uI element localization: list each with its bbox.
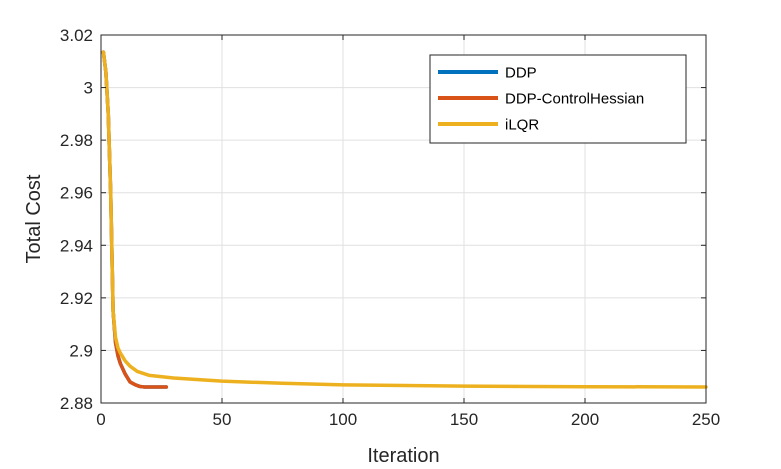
y-tick-label: 2.92 <box>60 289 93 308</box>
x-tick-label: 150 <box>450 410 478 429</box>
y-axis-label: Total Cost <box>23 174 45 263</box>
y-tick-labels: 2.88 2.9 2.92 2.94 2.96 2.98 3 3.02 <box>60 26 93 413</box>
legend-label-ddp-controlhessian: DDP-ControlHessian <box>505 91 644 108</box>
y-tick-label: 2.88 <box>60 394 93 413</box>
legend-label-ilqr: iLQR <box>505 117 539 134</box>
x-tick-label: 200 <box>571 410 599 429</box>
x-tick-label: 50 <box>213 410 232 429</box>
y-tick-label: 2.98 <box>60 131 93 150</box>
y-tick-label: 3.02 <box>60 26 93 45</box>
y-tick-label: 2.94 <box>60 236 93 255</box>
x-axis-label: Iteration <box>367 445 439 467</box>
x-tick-label: 0 <box>96 410 105 429</box>
series-layer <box>101 50 708 389</box>
x-tick-labels: 0 50 100 150 200 250 <box>96 410 720 429</box>
legend[interactable]: DDP DDP-ControlHessian iLQR <box>429 54 687 144</box>
series-line-ilqr <box>101 50 708 389</box>
legend-label-ddp: DDP <box>505 65 537 82</box>
y-tick-label: 3 <box>84 79 93 98</box>
tick-marks <box>100 34 707 404</box>
x-tick-label: 250 <box>692 410 720 429</box>
x-tick-label: 100 <box>329 410 357 429</box>
y-tick-label: 2.9 <box>69 341 93 360</box>
axes-box <box>100 34 707 404</box>
y-tick-label: 2.96 <box>60 184 93 203</box>
